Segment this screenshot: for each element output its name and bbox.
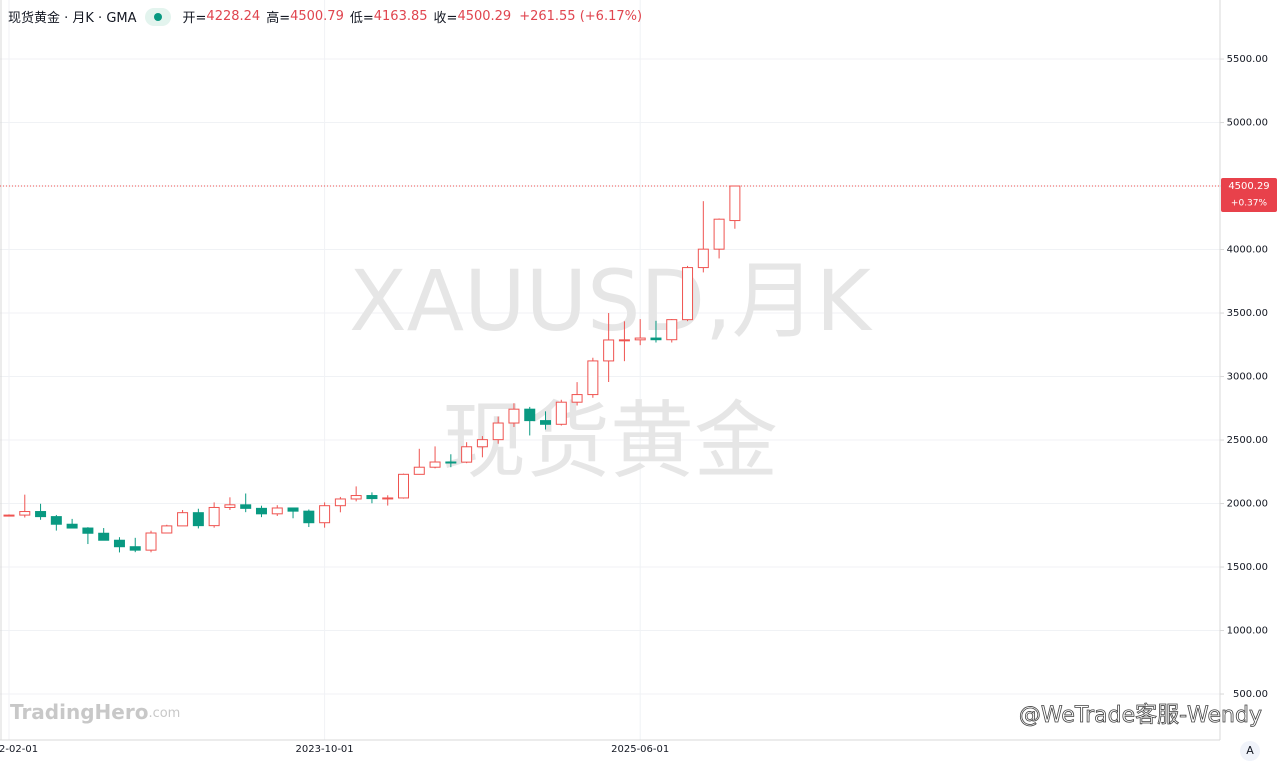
close-label: 收= (433, 11, 458, 26)
y-tick-label: 2000.00 (1227, 499, 1268, 510)
candle-body (177, 512, 189, 527)
close-value: 4500.29 (457, 9, 512, 24)
y-tick-label: 5500.00 (1227, 54, 1268, 65)
x-tick-label: 2023-10-01 (296, 744, 354, 755)
candle-body (540, 420, 552, 425)
candle-body (398, 473, 409, 499)
brand-suffix: .com (148, 706, 180, 721)
y-tick-label: 4000.00 (1227, 245, 1268, 256)
last-change-label: +0.37% (1231, 199, 1268, 209)
axes: 500.00 1000.00 1500.00 2000.00 2500.00 3000.0… (0, 54, 1277, 755)
candle-body (271, 507, 283, 515)
y-tick-label: 1000.00 (1227, 626, 1268, 637)
status-dot[interactable] (144, 7, 171, 26)
low-label: 低= (349, 11, 374, 26)
candle-body (666, 319, 678, 341)
candle-body (19, 511, 31, 516)
last-price-label: 4500.29 (1228, 181, 1269, 192)
candle-body (729, 185, 741, 222)
high-value: 4500.79 (290, 9, 344, 24)
grid (0, 0, 1220, 740)
candle-body (445, 461, 457, 464)
candle-body (50, 516, 62, 525)
low-value: 4163.85 (373, 9, 428, 24)
x-tick-label: 2025-06-01 (611, 744, 669, 755)
candle-body (319, 505, 331, 524)
candle-body (476, 439, 488, 448)
candle-body (35, 511, 47, 518)
candle-body (413, 466, 425, 475)
y-tick-label: 3000.00 (1227, 372, 1268, 383)
candle-body (224, 504, 236, 508)
legend: 现货黄金 · 月K · GMA 开= 4228.24 高= 4500.79 低= 41… (8, 7, 642, 26)
candle-body (461, 446, 473, 463)
candle-body (429, 461, 441, 468)
candles (3, 185, 741, 553)
candle-body (334, 498, 346, 507)
candle-body (524, 408, 536, 422)
candle-body (192, 512, 204, 527)
y-tick-label: 1500.00 (1227, 562, 1268, 573)
candle-body (382, 497, 394, 500)
credit: @WeTrade客服-Wendy (1019, 703, 1262, 728)
brand: TradingHero (10, 700, 148, 724)
candle-body (303, 510, 315, 524)
y-tick-label: 3500.00 (1227, 308, 1268, 319)
candle-body (508, 408, 520, 424)
candle-body (255, 507, 267, 515)
candle-body (66, 523, 78, 529)
candle-body (587, 360, 599, 396)
candle-body (618, 339, 630, 342)
y-tick-label: 5000.00 (1227, 118, 1268, 129)
candle-body (161, 525, 173, 534)
y-tick-label: 500.00 (1233, 689, 1268, 700)
candle-body (697, 248, 709, 269)
candle-body (650, 337, 662, 341)
candle-body (350, 495, 362, 500)
candle-body (555, 401, 567, 425)
candle-body (208, 506, 220, 527)
candle-body (98, 532, 110, 541)
y-tick-label: 2500.00 (1227, 435, 1268, 446)
x-tick-label: 2022-02-01 (0, 744, 38, 755)
candle-body (366, 495, 378, 500)
candle-body (571, 394, 583, 403)
candle-body (3, 514, 15, 517)
candle-body (492, 422, 504, 441)
high-label: 高= (266, 11, 291, 26)
candle-body (713, 218, 725, 250)
watermark: 现货黄金 (442, 392, 778, 490)
symbol-title: 现货黄金 · 月K · GMA (8, 11, 137, 26)
open-value: 4228.24 (206, 9, 261, 24)
candle-body (129, 546, 141, 551)
auto-scale-button[interactable]: A (1240, 741, 1260, 761)
candle-body (113, 539, 125, 548)
candle-body (634, 337, 646, 341)
candle-body (240, 504, 252, 509)
candle-body (682, 267, 694, 321)
open-label: 开= (182, 11, 207, 26)
last-price-box (1221, 178, 1277, 213)
watermark: XAUUSD,月K (349, 252, 873, 350)
candle-body (145, 532, 157, 551)
candle-body (287, 507, 299, 512)
candle-body (603, 339, 615, 362)
change: +261.55 (+6.17%) (519, 9, 643, 24)
candle-body (82, 527, 94, 534)
brand-logo: TradingHero.com (10, 700, 180, 724)
